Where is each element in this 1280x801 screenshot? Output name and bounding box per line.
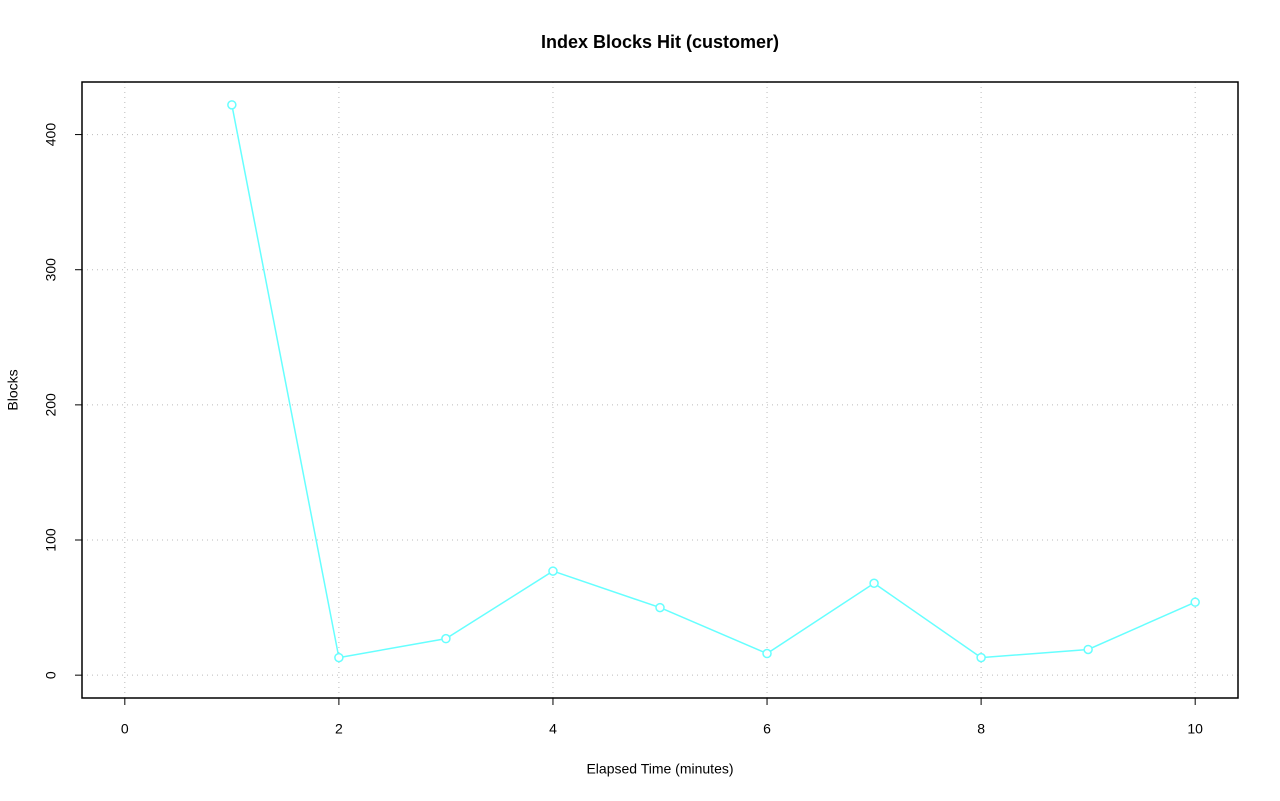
x-tick-label: 2 [335,721,343,737]
data-point [976,652,986,663]
data-point [334,652,344,663]
plot-frame [81,81,1239,699]
data-point [655,602,665,613]
x-tick-label: 8 [977,721,985,737]
data-point [1083,644,1093,655]
data-point [227,100,237,110]
chart-title: Index Blocks Hit (customer) [541,32,779,52]
data-line [231,104,1196,659]
y-tick-label: 0 [43,671,59,679]
data-point [869,578,879,589]
y-axis-label: Blocks [5,369,21,410]
x-tick-label: 4 [549,721,557,737]
data-point [548,566,558,576]
y-tick-label: 200 [43,393,59,417]
y-tick-label: 100 [43,528,59,552]
y-tick-label: 400 [43,123,59,147]
x-tick-label: 6 [763,721,771,737]
x-tick-label: 0 [121,721,129,737]
y-tick-label: 300 [43,258,59,282]
x-tick-label: 10 [1187,721,1203,737]
data-point [1190,597,1200,607]
x-axis-label: Elapsed Time (minutes) [586,761,733,777]
data-point [762,648,772,659]
data-point [441,633,451,644]
